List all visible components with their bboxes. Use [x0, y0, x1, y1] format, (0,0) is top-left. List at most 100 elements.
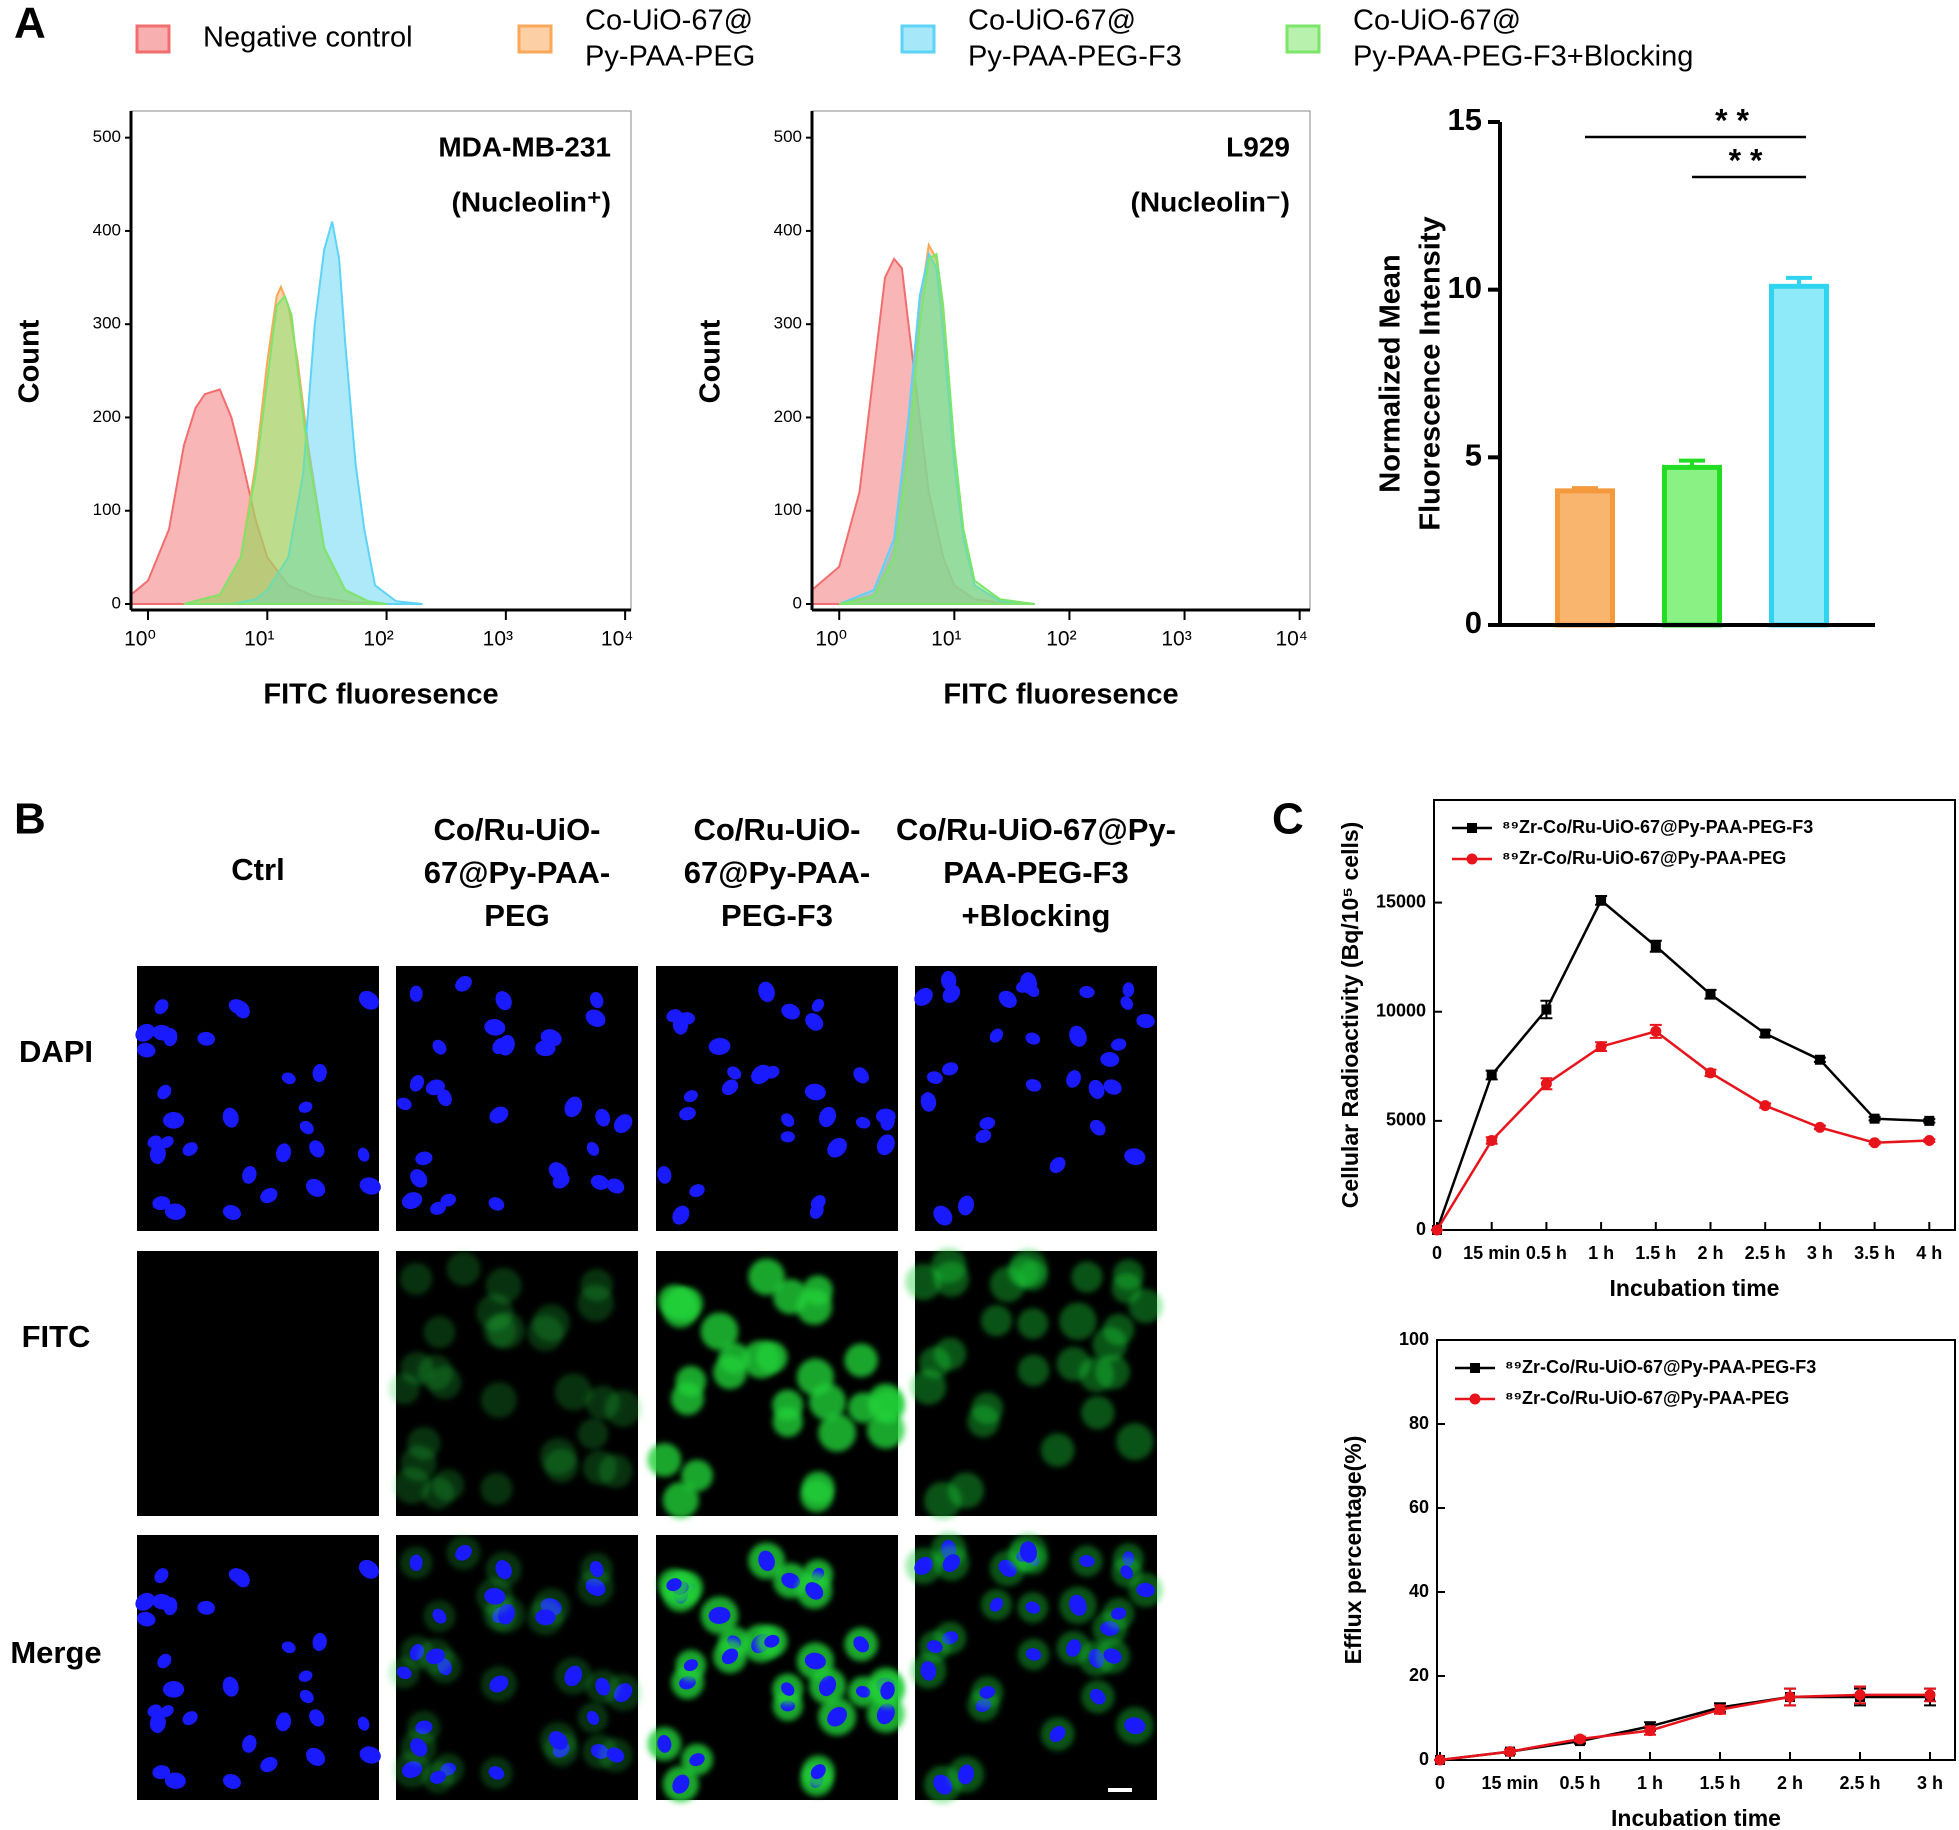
nucleus [160, 1136, 174, 1149]
marker [1596, 895, 1607, 906]
nucleus [152, 1196, 171, 1211]
nucleus [136, 1611, 156, 1627]
marker [1650, 1025, 1662, 1037]
nucleus [780, 1131, 795, 1143]
nucleus [589, 1560, 604, 1578]
nucleus [606, 1178, 625, 1194]
marker [1760, 1028, 1771, 1039]
marker [1924, 1115, 1935, 1126]
x-tick-label: 10¹ [931, 628, 961, 651]
nucleus [672, 1774, 690, 1794]
fitc-signal [675, 1365, 707, 1397]
nucleus [489, 1675, 509, 1693]
nucleus [233, 1000, 250, 1019]
x-tick-label: 10¹ [244, 628, 274, 651]
nucleus [1120, 996, 1134, 1010]
nucleus [242, 1165, 257, 1184]
nucleus [437, 1089, 452, 1107]
nucleus [979, 1117, 996, 1130]
nucleus [1049, 1157, 1066, 1174]
nucleus [495, 991, 512, 1011]
significance-label: * * [1729, 142, 1763, 178]
nucleus [595, 1108, 611, 1127]
fitc-signal [485, 1267, 522, 1304]
nucleus [810, 1764, 826, 1780]
nucleus [154, 999, 169, 1015]
x-tick-label: 10⁴ [601, 628, 633, 651]
x-tick-label: 0 [1432, 1243, 1442, 1263]
nucleus [1079, 1555, 1095, 1568]
micrograph [388, 1251, 642, 1516]
nucleus [586, 1141, 600, 1156]
nucleus [585, 1009, 606, 1027]
y-tick-label: 500 [774, 127, 802, 146]
nucleus [855, 1116, 871, 1129]
nucleus [222, 1676, 239, 1697]
nucleus [880, 1681, 895, 1700]
y-tick-label: 200 [774, 407, 802, 426]
nucleus [135, 1592, 155, 1611]
nucleus [455, 1544, 472, 1561]
nucleus [914, 1556, 933, 1575]
y-tick-label: 20 [1409, 1665, 1429, 1685]
nucleus [666, 1578, 682, 1592]
nucleus [312, 1632, 327, 1652]
nucleus [425, 1648, 445, 1665]
nucleus [989, 1597, 1004, 1612]
legend-swatch [517, 24, 553, 54]
fitc-signal [971, 1392, 1004, 1425]
fitc-signal [748, 1258, 785, 1296]
fitc-signal [480, 1472, 513, 1506]
nucleus [853, 1067, 869, 1084]
column-header: 67@Py-PAA- [684, 855, 870, 890]
x-tick-label: 10² [1046, 628, 1076, 651]
nucleus [589, 991, 604, 1009]
x-tick-label: 0.5 h [1526, 1243, 1567, 1263]
fitc-signal [1111, 1272, 1143, 1304]
y-tick-label: 100 [93, 500, 121, 519]
panel-label: B [14, 795, 46, 844]
nucleus [358, 990, 379, 1010]
marker [1923, 1135, 1935, 1147]
fitc-signal [700, 1312, 739, 1351]
row-label: FITC [22, 1319, 91, 1354]
nucleus [409, 985, 423, 1003]
fitc-signal [681, 1459, 713, 1492]
y-tick-label: 300 [774, 314, 802, 333]
x-tick-label: 10⁴ [1275, 628, 1307, 651]
fitc-signal [847, 1392, 879, 1424]
fitc-signal [1017, 1308, 1049, 1340]
nucleus [1120, 1565, 1134, 1579]
nucleus [758, 981, 775, 1003]
nucleus [657, 1166, 672, 1184]
nucleus [1020, 972, 1037, 994]
y-tick-label: 10 [1448, 270, 1482, 305]
nucleus [942, 1554, 961, 1572]
micrograph [656, 966, 898, 1231]
nucleus [281, 1641, 296, 1654]
x-tick-label: 15 min [1463, 1243, 1520, 1263]
marker [1714, 1704, 1726, 1716]
nucleus [1025, 1648, 1042, 1661]
nucleus [666, 1009, 682, 1023]
x-tick-label: 10³ [1161, 628, 1191, 651]
y-axis-label: Count [14, 319, 46, 403]
x-tick-label: 1 h [1588, 1243, 1614, 1263]
nucleus [781, 1003, 800, 1020]
nucleus [147, 1704, 162, 1717]
error-bar [1572, 486, 1598, 491]
micrograph [388, 1535, 642, 1800]
nucleus [455, 975, 472, 992]
fitc-signal [1081, 1395, 1115, 1430]
fitc-signal [1102, 1313, 1135, 1346]
fitc-signal [796, 1358, 834, 1396]
marker [1650, 941, 1661, 952]
nucleus [933, 1205, 953, 1226]
fitc-signal [598, 1453, 633, 1489]
nucleus [880, 1112, 895, 1131]
y-tick-label: 400 [774, 220, 802, 239]
nucleus [401, 1192, 423, 1210]
fitc-signal [772, 1389, 804, 1421]
nucleus [1122, 982, 1135, 998]
